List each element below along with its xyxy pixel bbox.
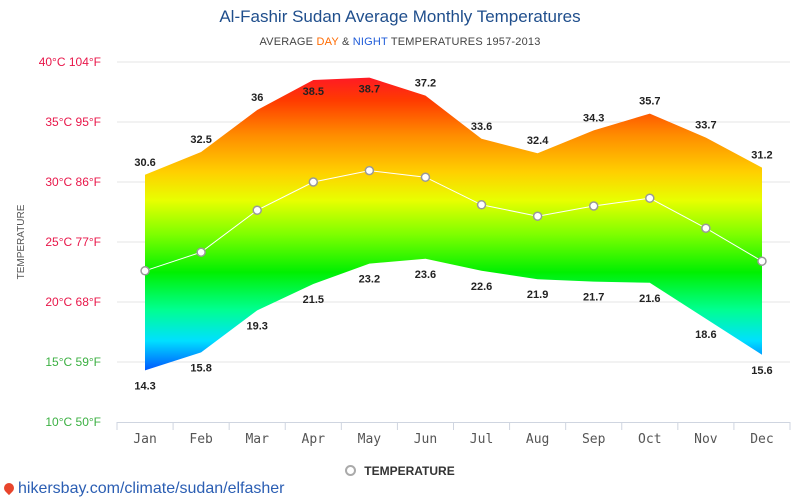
temperature-point: [364, 165, 375, 176]
y-tick-label: 30°C 86°F: [45, 175, 101, 189]
temperature-point: [140, 266, 150, 276]
subtitle-prefix: AVERAGE: [259, 36, 317, 48]
subtitle-night: NIGHT: [352, 36, 388, 48]
x-tick-label: Apr: [302, 432, 326, 447]
legend-label: TEMPERATURE: [364, 464, 455, 478]
y-tick-label: 25°C 77°F: [45, 235, 101, 249]
map-pin-icon: [1, 480, 17, 496]
range-area: [145, 77, 762, 371]
y-tick-label: 40°C 104°F: [39, 55, 101, 69]
temperature-point: [476, 200, 487, 210]
day-value-label: 34.3: [583, 112, 604, 124]
y-axis-title: TEMPERATURE: [16, 204, 27, 279]
x-tick-label: Dec: [750, 432, 773, 447]
temperature-point: [308, 177, 319, 187]
night-value-label: 23.6: [415, 269, 436, 281]
legend[interactable]: TEMPERATURE: [0, 464, 800, 478]
y-tick-label: 35°C 95°F: [45, 115, 101, 129]
night-value-label: 21.6: [639, 293, 660, 305]
temperature-point: [588, 201, 599, 211]
temperature-point: [252, 205, 262, 215]
night-value-label: 22.6: [471, 281, 492, 293]
night-value-label: 15.6: [751, 365, 772, 377]
temperature-point: [532, 211, 543, 221]
day-value-label: 30.6: [134, 157, 155, 169]
night-value-label: 23.2: [359, 274, 380, 286]
night-value-label: 15.8: [190, 362, 211, 374]
x-tick-label: Oct: [638, 432, 661, 447]
temperature-line: [140, 165, 767, 276]
day-value-label: 32.5: [190, 134, 211, 146]
temperature-point: [420, 172, 431, 182]
night-value-label: 21.7: [583, 292, 604, 304]
x-tick-label: Sep: [582, 432, 606, 447]
y-tick-label: 15°C 59°F: [45, 355, 101, 369]
source-text: hikersbay.com/climate/sudan/elfasher: [18, 480, 285, 497]
subtitle-suffix: TEMPERATURES 1957-2013: [387, 36, 541, 48]
day-value-label: 36: [251, 92, 263, 104]
night-value-label: 19.3: [246, 320, 267, 332]
x-tick-label: Nov: [694, 432, 718, 447]
y-tick-label: 10°C 50°F: [45, 415, 101, 429]
x-tick-label: May: [358, 432, 382, 447]
night-value-label: 18.6: [695, 329, 716, 341]
night-value-label: 21.5: [303, 294, 324, 306]
day-value-label: 38.5: [303, 86, 324, 98]
x-tick-label: Jul: [470, 432, 493, 447]
chart-title: Al-Fashir Sudan Average Monthly Temperat…: [219, 7, 581, 26]
temperature-point: [645, 193, 655, 203]
day-value-label: 38.7: [359, 84, 380, 96]
night-value-label: 21.9: [527, 289, 548, 301]
chart-subtitle: AVERAGE DAY & NIGHT TEMPERATURES 1957-20…: [0, 36, 800, 48]
temperature-point: [701, 223, 711, 233]
x-tick-label: Jan: [133, 432, 156, 447]
subtitle-mid: &: [338, 36, 353, 48]
temperature-point: [196, 247, 206, 257]
night-value-label: 14.3: [134, 380, 155, 392]
x-tick-label: Aug: [526, 432, 549, 447]
day-value-label: 37.2: [415, 78, 436, 90]
x-tick-label: Mar: [245, 432, 269, 447]
day-value-label: 31.2: [751, 150, 772, 162]
day-value-label: 33.7: [695, 120, 716, 132]
x-tick-label: Jun: [414, 432, 437, 447]
temperature-range-area: [145, 77, 762, 371]
temperature-point: [757, 256, 767, 266]
day-value-label: 32.4: [527, 135, 549, 147]
axes: 40°C 104°F 35°C 95°F 30°C 86°F 25°C 77°F 20°…: [16, 55, 791, 447]
data-labels: 30.6 32.5 36 38.5 38.7 37.2 33.6 32.4 34.3 35.7 33…: [134, 78, 772, 393]
day-value-label: 33.6: [471, 121, 492, 133]
source-link[interactable]: hikersbay.com/climate/sudan/elfasher: [1, 480, 285, 498]
x-tick-label: Feb: [189, 432, 213, 447]
y-tick-label: 20°C 68°F: [45, 295, 101, 309]
subtitle-day: DAY: [316, 36, 339, 48]
legend-marker-icon: [345, 465, 357, 476]
day-value-label: 35.7: [639, 96, 660, 108]
temperature-line-path: [144, 170, 763, 272]
